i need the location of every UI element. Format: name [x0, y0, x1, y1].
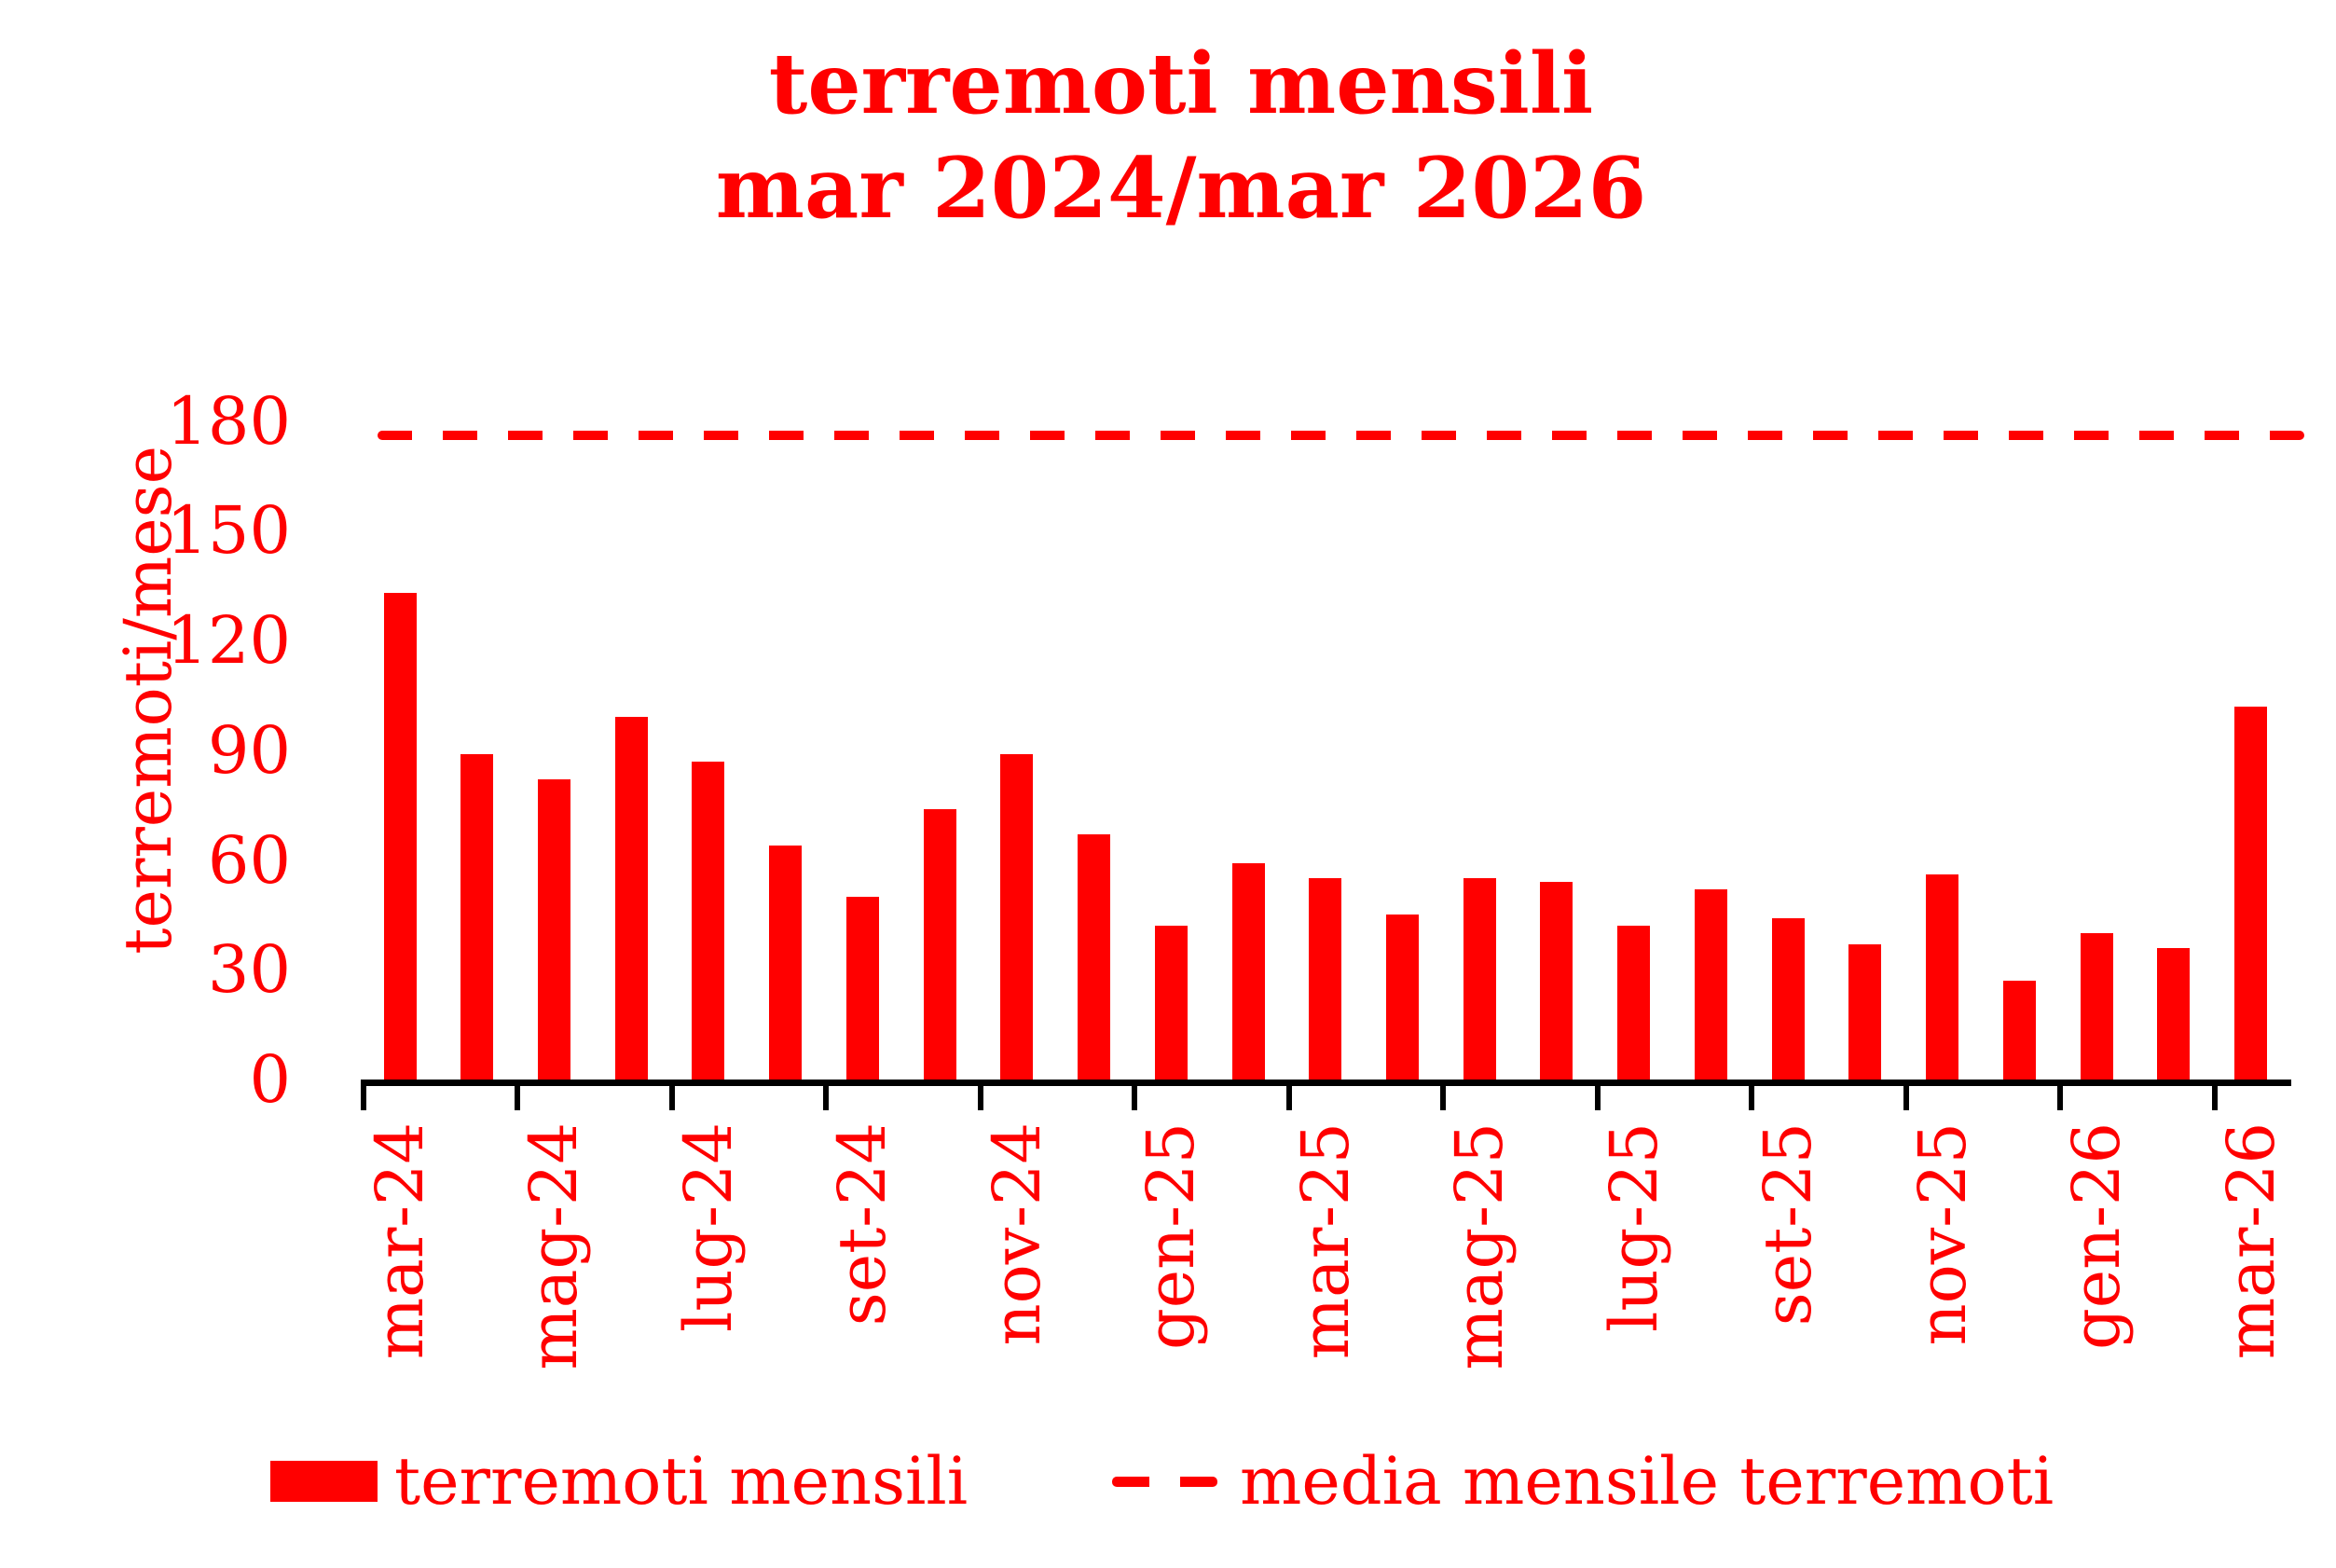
y-tick-label-90: 90 — [207, 711, 291, 789]
x-axis-tick — [361, 1080, 366, 1110]
y-tick-label-150: 150 — [166, 492, 291, 570]
chart-title-line2: mar 2024/mar 2026 — [715, 139, 1647, 238]
bar-mar-26 — [2234, 706, 2268, 1080]
bar-lug-24 — [692, 761, 725, 1080]
chart-title-line1: terremoti mensili — [768, 34, 1594, 133]
bar-ago-25 — [1694, 888, 1727, 1080]
bar-mag-25 — [1463, 878, 1496, 1080]
legend-bar-swatch — [270, 1461, 378, 1502]
x-axis-line — [361, 1080, 2291, 1086]
bar-gen-25 — [1154, 926, 1188, 1080]
x-axis-tick — [668, 1080, 675, 1110]
x-label-mar-26: mar-26 — [2212, 1122, 2289, 1360]
bar-ott-24 — [923, 808, 956, 1080]
x-axis-tick — [1594, 1080, 1601, 1110]
x-label-gen-26: gen-26 — [2058, 1122, 2136, 1351]
y-tick-label-0: 0 — [249, 1041, 291, 1118]
average-dashed-line — [378, 431, 2304, 441]
x-axis-tick — [977, 1080, 983, 1110]
bar-dic-24 — [1078, 834, 1111, 1080]
x-axis-tick — [1132, 1080, 1138, 1110]
bar-mar-24 — [383, 592, 417, 1080]
x-label-nov-25: nov-25 — [1903, 1122, 1981, 1346]
bar-apr-24 — [460, 753, 494, 1080]
x-axis-tick — [823, 1080, 830, 1110]
bar-ott-25 — [1848, 943, 1882, 1080]
x-axis-tick — [515, 1080, 521, 1110]
legend-line-label: media mensile terremoti — [1240, 1443, 2054, 1520]
bar-apr-25 — [1385, 915, 1419, 1080]
y-tick-label-60: 60 — [207, 821, 291, 899]
x-label-gen-25: gen-25 — [1133, 1122, 1210, 1351]
x-label-set-25: set-25 — [1750, 1122, 1827, 1327]
x-label-lug-24: lug-24 — [669, 1122, 747, 1333]
legend-bars-label: terremoti mensili — [394, 1443, 969, 1520]
x-axis-tick — [2211, 1080, 2218, 1110]
bar-set-25 — [1771, 918, 1805, 1080]
x-label-mar-25: mar-25 — [1286, 1122, 1364, 1360]
x-axis-tick — [1903, 1080, 1909, 1110]
bar-feb-25 — [1231, 863, 1265, 1080]
x-label-mag-24: mag-24 — [515, 1122, 593, 1370]
legend-item-bars: terremoti mensili — [270, 1443, 968, 1520]
legend-item-average-line: media mensile terremoti — [1112, 1443, 2054, 1520]
x-axis-tick — [1440, 1080, 1447, 1110]
bar-mar-25 — [1309, 878, 1342, 1080]
x-label-mar-24: mar-24 — [362, 1122, 438, 1360]
bar-feb-26 — [2157, 947, 2191, 1080]
bar-set-24 — [845, 896, 879, 1080]
x-label-set-24: set-24 — [824, 1122, 901, 1327]
bar-ago-24 — [769, 845, 803, 1080]
chart-title: terremoti mensili mar 2024/mar 2026 — [13, 32, 2336, 241]
y-tick-label-120: 120 — [166, 602, 291, 679]
bar-mag-24 — [537, 779, 570, 1080]
bar-nov-24 — [1000, 753, 1034, 1080]
x-axis-tick — [2057, 1080, 2064, 1110]
y-tick-label-30: 30 — [207, 931, 291, 1009]
bar-gen-26 — [2080, 933, 2113, 1080]
bar-lug-25 — [1617, 926, 1651, 1080]
bar-giu-25 — [1540, 882, 1573, 1080]
bar-dic-25 — [2002, 981, 2036, 1080]
legend-dash-icon — [1112, 1476, 1217, 1487]
bar-nov-25 — [1926, 874, 1959, 1080]
x-label-mag-25: mag-25 — [1441, 1122, 1518, 1370]
x-label-lug-25: lug-25 — [1595, 1122, 1672, 1333]
y-tick-label-180: 180 — [166, 382, 291, 460]
bar-giu-24 — [614, 717, 648, 1080]
x-axis-tick — [1749, 1080, 1755, 1110]
x-label-nov-24: nov-24 — [978, 1122, 1055, 1346]
x-axis-tick — [1285, 1080, 1292, 1110]
